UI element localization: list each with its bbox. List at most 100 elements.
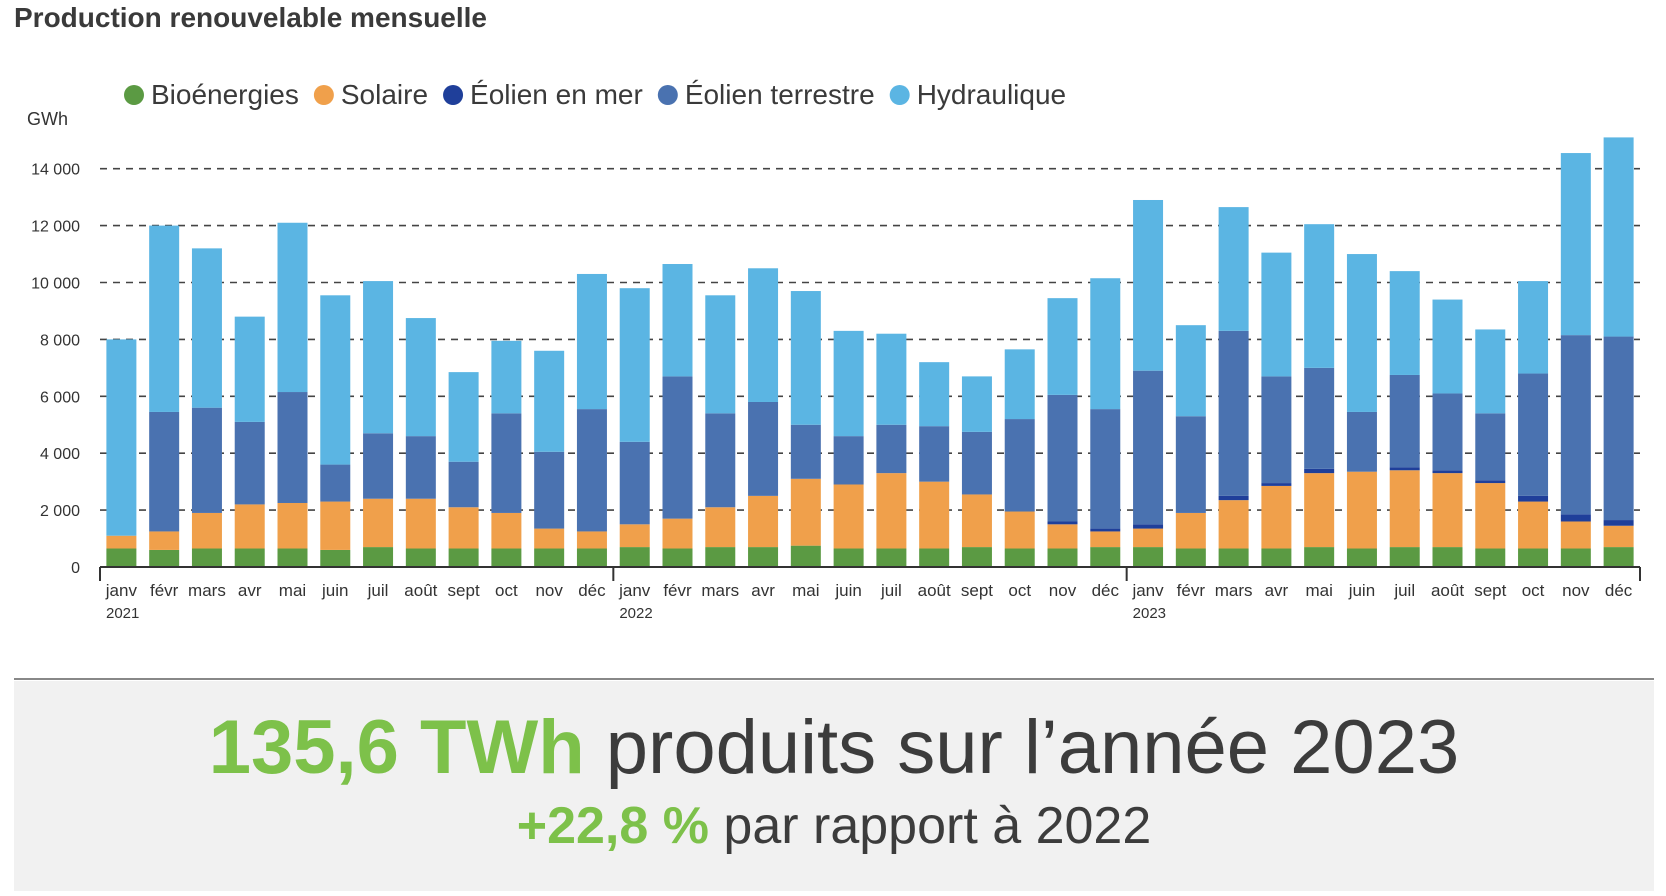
- bar-segment-27-3: [1261, 376, 1292, 484]
- bar-segment-28-1: [1304, 473, 1335, 548]
- bars-layer: [106, 137, 1634, 567]
- bar-stack-17: [833, 330, 864, 567]
- bar-stack-32: [1475, 329, 1506, 567]
- y-tick-label-6: 12 000: [31, 219, 80, 236]
- bar-segment-28-3: [1304, 367, 1335, 469]
- bar-segment-20-3: [961, 431, 992, 495]
- bar-segment-0-0: [106, 548, 137, 567]
- bar-stack-2: [191, 248, 222, 567]
- bar-segment-35-4: [1603, 137, 1634, 337]
- y-tick-label-1: 2 000: [40, 503, 80, 520]
- bar-segment-26-2: [1218, 495, 1249, 501]
- bar-stack-5: [320, 295, 351, 567]
- bar-segment-31-0: [1432, 547, 1463, 567]
- bar-stack-35: [1603, 137, 1634, 567]
- bar-segment-3-1: [234, 504, 265, 549]
- bar-segment-0-4: [106, 339, 137, 536]
- bar-segment-3-4: [234, 316, 265, 422]
- bar-segment-11-4: [576, 273, 607, 410]
- gridlines: 0 2 000 4 000 6 000 8 000 10 000 12 000 14 000: [31, 162, 1640, 577]
- bar-segment-34-4: [1560, 153, 1591, 336]
- y-tick-label-3: 6 000: [40, 389, 80, 406]
- bar-segment-8-0: [448, 548, 479, 567]
- bar-segment-23-0: [1090, 547, 1121, 567]
- bar-segment-11-1: [576, 531, 607, 549]
- bar-stack-18: [876, 333, 907, 567]
- bar-segment-11-0: [576, 548, 607, 567]
- bar-segment-28-2: [1304, 468, 1335, 474]
- x-tick-label-22: nov: [1049, 581, 1077, 600]
- bar-segment-8-4: [448, 372, 479, 462]
- bar-segment-13-3: [662, 376, 693, 519]
- bar-segment-29-0: [1346, 548, 1377, 567]
- bar-stack-29: [1346, 254, 1377, 567]
- bar-segment-7-3: [405, 436, 436, 499]
- bar-segment-35-1: [1603, 525, 1634, 548]
- bar-segment-33-3: [1518, 373, 1549, 496]
- year-label-0: 2021: [106, 605, 139, 622]
- bar-segment-16-3: [790, 424, 821, 479]
- bar-segment-12-4: [619, 288, 650, 442]
- bar-segment-7-0: [405, 548, 436, 567]
- x-tick-label-30: juil: [1393, 581, 1415, 600]
- bar-stack-27: [1261, 252, 1292, 567]
- bar-segment-2-3: [191, 407, 222, 513]
- bar-segment-10-4: [534, 350, 565, 452]
- bar-segment-1-3: [149, 411, 180, 532]
- bar-segment-21-3: [1004, 419, 1035, 512]
- bar-stack-10: [534, 350, 565, 567]
- bar-segment-14-4: [705, 295, 736, 414]
- chart-legend: Bioénergies Solaire Éolien en mer Éolien te…: [124, 79, 1066, 110]
- bar-segment-30-0: [1389, 547, 1420, 567]
- x-tick-label-16: mai: [792, 581, 819, 600]
- bar-segment-6-0: [363, 547, 394, 567]
- bar-segment-32-1: [1475, 483, 1506, 549]
- bar-segment-2-0: [191, 548, 222, 567]
- bar-segment-30-4: [1389, 271, 1420, 375]
- y-tick-label-5: 10 000: [31, 276, 80, 293]
- x-tick-label-3: avr: [238, 581, 262, 600]
- bar-segment-32-0: [1475, 548, 1506, 567]
- bar-segment-4-3: [277, 392, 308, 503]
- y-tick-label-2: 4 000: [40, 446, 80, 463]
- bar-segment-20-4: [961, 376, 992, 432]
- bar-stack-34: [1560, 153, 1591, 567]
- bar-segment-4-1: [277, 502, 308, 549]
- bar-segment-17-3: [833, 436, 864, 485]
- bar-segment-33-4: [1518, 281, 1549, 374]
- bar-segment-24-0: [1133, 547, 1164, 567]
- bar-segment-31-4: [1432, 299, 1463, 394]
- bar-segment-22-4: [1047, 298, 1078, 395]
- bar-segment-9-1: [491, 512, 522, 549]
- y-tick-label-0: 0: [71, 560, 80, 577]
- legend-marker-3: [657, 85, 678, 105]
- delta-value: +22,8 %: [516, 797, 709, 855]
- bar-segment-1-1: [149, 531, 180, 550]
- bar-segment-12-0: [619, 547, 650, 567]
- bar-segment-13-0: [662, 548, 693, 567]
- bar-segment-6-4: [363, 281, 394, 434]
- bar-segment-29-1: [1346, 471, 1377, 549]
- bar-segment-18-0: [876, 548, 907, 567]
- x-tick-label-33: oct: [1522, 581, 1545, 600]
- x-tick-label-5: juin: [321, 581, 348, 600]
- legend-label-0: Bioénergies: [151, 79, 299, 110]
- x-tick-label-24: janv: [1131, 581, 1164, 600]
- bar-segment-21-1: [1004, 511, 1035, 549]
- bar-segment-5-4: [320, 295, 351, 465]
- bar-segment-18-1: [876, 473, 907, 549]
- bar-segment-14-3: [705, 413, 736, 508]
- bar-segment-24-2: [1133, 524, 1164, 529]
- bar-segment-35-2: [1603, 520, 1634, 526]
- bar-segment-19-1: [919, 481, 950, 549]
- x-tick-label-7: août: [404, 581, 437, 600]
- x-tick-label-32: sept: [1474, 581, 1506, 600]
- bar-stack-19: [919, 362, 950, 567]
- bar-segment-17-1: [833, 484, 864, 549]
- bar-segment-16-0: [790, 545, 821, 567]
- bar-segment-26-1: [1218, 500, 1249, 549]
- bar-segment-7-4: [405, 318, 436, 437]
- bar-segment-33-0: [1518, 548, 1549, 567]
- x-tick-label-6: juil: [367, 581, 389, 600]
- bar-segment-26-3: [1218, 330, 1249, 496]
